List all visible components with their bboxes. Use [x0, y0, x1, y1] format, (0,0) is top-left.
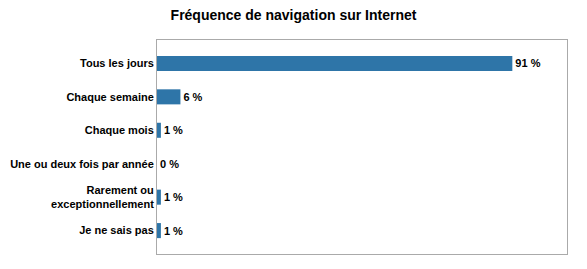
svg-text:Chaque semaine: Chaque semaine: [66, 91, 153, 103]
svg-text:Chaque mois: Chaque mois: [85, 124, 154, 136]
svg-text:91 %: 91 %: [515, 57, 540, 69]
svg-text:6 %: 6 %: [183, 91, 202, 103]
svg-text:0 %: 0 %: [160, 158, 179, 170]
svg-text:1 %: 1 %: [164, 225, 183, 237]
svg-text:Rarement ouexceptionnellement: Rarement ouexceptionnellement: [51, 184, 154, 210]
svg-text:Tous les jours: Tous les jours: [80, 57, 154, 69]
svg-text:1 %: 1 %: [164, 124, 183, 136]
svg-text:Une ou deux fois par année: Une ou deux fois par année: [10, 158, 154, 170]
svg-text:Fréquence de navigation sur In: Fréquence de navigation sur Internet: [171, 7, 417, 23]
svg-text:Je ne sais pas: Je ne sais pas: [79, 224, 154, 236]
svg-text:1 %: 1 %: [164, 191, 183, 203]
